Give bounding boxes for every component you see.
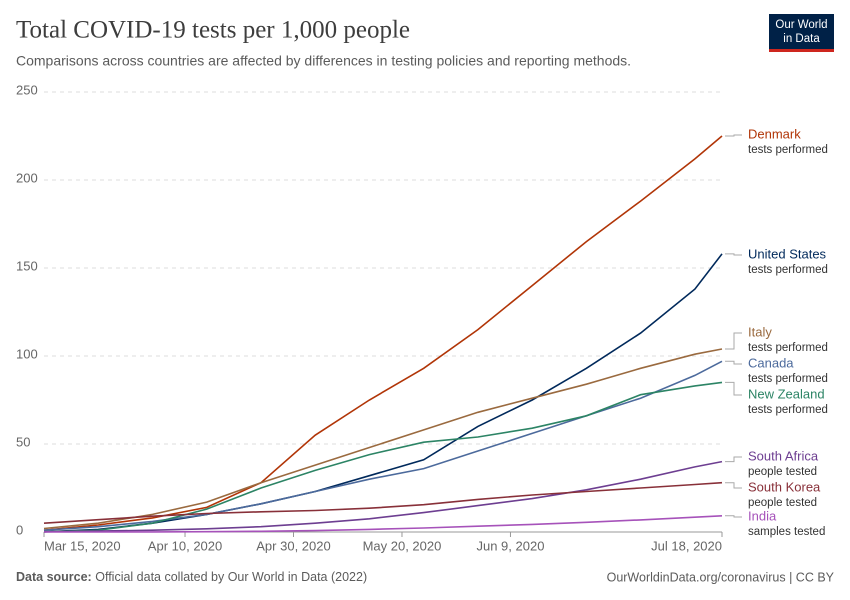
source-url[interactable]: OurWorldinData.org/coronavirus | CC BY [607, 570, 835, 584]
leader-line [725, 360, 742, 365]
legend-note: tests performed [748, 373, 828, 385]
logo-text: Our World [775, 19, 827, 31]
chart-subtitle: Comparisons across countries are affecte… [16, 53, 631, 69]
legend-note: samples tested [748, 526, 825, 538]
series-line [43, 348, 723, 530]
y-tick-label: 150 [16, 258, 38, 273]
x-tick-label: May 20, 2020 [363, 538, 442, 553]
legend-label: New Zealand [748, 386, 825, 401]
source-text: Official data collated by Our World in D… [95, 570, 367, 584]
leader-line [725, 134, 742, 137]
series-line [43, 460, 723, 533]
x-tick-label: Jul 18, 2020 [651, 538, 722, 553]
y-tick-label: 100 [16, 346, 38, 361]
leader-line [725, 456, 742, 463]
y-tick-label: 250 [16, 82, 38, 97]
x-tick-label: Mar 15, 2020 [44, 538, 121, 553]
leader-line [725, 482, 742, 489]
x-tick-label: Apr 10, 2020 [148, 538, 222, 553]
legend-label: South Africa [748, 448, 819, 463]
legend-label: Italy [748, 324, 772, 339]
series-line [44, 515, 723, 533]
x-tick-label: Jun 9, 2020 [476, 538, 544, 553]
legend-note: tests performed [748, 404, 828, 416]
series-line [43, 253, 723, 533]
legend-label: Denmark [748, 126, 801, 141]
leader-line [725, 515, 742, 518]
legend-label: Canada [748, 355, 794, 370]
logo[interactable]: Our World in Data [769, 14, 834, 52]
series-line [43, 360, 723, 531]
logo-text: in Data [783, 33, 820, 45]
legend-label: South Korea [748, 479, 821, 494]
series-line [43, 481, 723, 524]
logo-box [769, 14, 834, 52]
chart-title: Total COVID-19 tests per 1,000 people [16, 17, 410, 44]
legend-note: tests performed [748, 144, 828, 156]
legend-note: people tested [748, 466, 817, 478]
legend-label: United States [748, 246, 827, 261]
leader-line [725, 332, 742, 350]
legend-note: people tested [748, 497, 817, 509]
legend-note: tests performed [748, 264, 828, 276]
x-tick-label: Apr 30, 2020 [256, 538, 330, 553]
y-tick-label: 0 [16, 522, 23, 537]
leader-line [725, 381, 742, 396]
legend-note: tests performed [748, 342, 828, 354]
y-tick-label: 50 [16, 434, 30, 449]
logo-bar [769, 49, 834, 52]
source-label: Data source: [16, 570, 92, 584]
y-tick-label: 200 [16, 170, 38, 185]
legend-label: India [748, 508, 777, 523]
source: Data source: Official data collated by O… [16, 570, 367, 584]
series-line [43, 381, 723, 533]
leader-line [725, 253, 742, 256]
